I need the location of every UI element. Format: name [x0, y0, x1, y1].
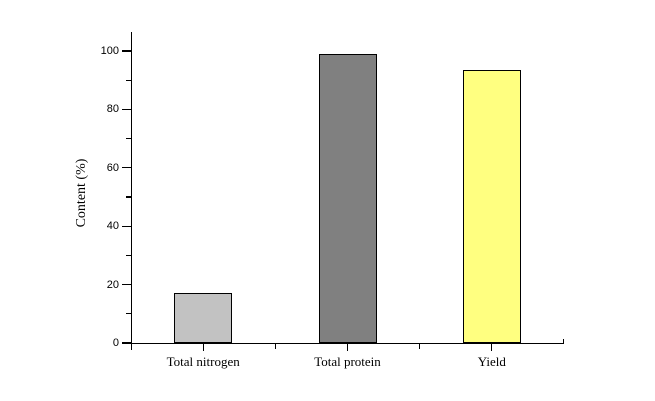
x-axis-major-tick — [491, 344, 493, 352]
x-axis-right-end-tick — [562, 338, 564, 343]
x-axis-minor-tick — [419, 344, 421, 349]
y-axis-tick-label: 40 — [106, 220, 119, 233]
x-axis-major-tick — [202, 344, 204, 352]
y-axis-major-tick — [122, 342, 131, 344]
bar-total-nitrogen — [174, 292, 233, 343]
x-axis-line — [131, 343, 564, 345]
y-axis-tick-label: 60 — [106, 161, 119, 174]
y-axis-major-tick — [122, 167, 131, 169]
bar-yield — [462, 69, 521, 343]
y-axis-tick-label: 0 — [112, 337, 119, 349]
y-axis-line — [131, 32, 133, 350]
y-axis-minor-tick — [126, 137, 131, 140]
y-axis-major-tick — [122, 50, 131, 52]
y-axis-tick-label: 20 — [106, 278, 119, 291]
y-axis-major-tick — [122, 283, 131, 286]
y-axis-minor-tick — [126, 254, 131, 257]
x-axis-major-tick — [346, 344, 349, 352]
x-axis-category-label: Total protein — [314, 354, 381, 369]
plot-area: 0 20 40 60 80 100 Total nitrogen Total protein Y… — [101, 32, 564, 369]
y-axis-major-tick — [122, 108, 131, 111]
y-axis-minor-tick — [126, 313, 131, 315]
y-axis-minor-tick — [126, 196, 131, 198]
y-axis-minor-tick — [126, 79, 131, 81]
x-axis-minor-tick — [274, 344, 276, 349]
bar-total-protein — [318, 53, 377, 343]
y-axis-tick-label: 80 — [106, 103, 119, 116]
y-axis-major-tick — [122, 225, 131, 227]
x-axis-category-label: Total nitrogen — [166, 354, 240, 369]
y-axis-tick-label: 100 — [100, 44, 119, 57]
x-axis-category-label: Yield — [477, 354, 506, 369]
